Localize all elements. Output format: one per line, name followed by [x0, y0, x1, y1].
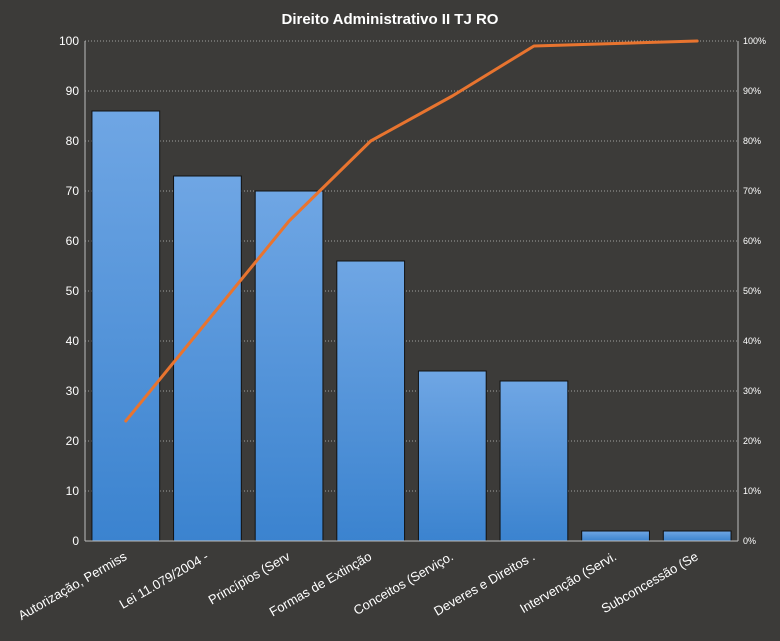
y2-tick-label: 40% — [743, 336, 761, 346]
cumulative-percent-line — [124, 39, 699, 423]
y-tick-label: 20 — [66, 434, 80, 448]
y-tick-label: 90 — [66, 84, 80, 98]
bar — [254, 190, 324, 542]
y2-tick-label: 10% — [743, 486, 761, 496]
x-tick-label: Autorização, Permiss — [15, 548, 129, 623]
bar — [417, 370, 487, 542]
y2-tick-label: 50% — [743, 286, 761, 296]
y2-tick-label: 20% — [743, 436, 761, 446]
y-tick-label: 40 — [66, 334, 80, 348]
y2-tick-label: 70% — [743, 186, 761, 196]
bar — [173, 175, 242, 542]
y-tick-label: 70 — [66, 184, 80, 198]
bars — [91, 110, 732, 542]
cumulative-line — [124, 39, 699, 423]
bar — [581, 530, 650, 542]
bar — [499, 380, 569, 542]
chart-title: Direito Administrativo II TJ RO — [282, 11, 499, 28]
bar — [91, 110, 161, 542]
bar — [662, 530, 732, 542]
y-tick-label: 30 — [66, 384, 80, 398]
y2-tick-label: 30% — [743, 386, 761, 396]
y-tick-label: 80 — [66, 134, 80, 148]
x-tick-label: Lei 11.079/2004 - — [117, 549, 211, 612]
y2-tick-label: 0% — [743, 536, 756, 546]
bar — [336, 260, 406, 542]
y2-tick-label: 100% — [743, 36, 766, 46]
y-tick-label: 60 — [66, 234, 80, 248]
y2-tick-label: 80% — [743, 136, 761, 146]
y-tick-label: 100 — [59, 34, 79, 48]
y2-tick-label: 90% — [743, 86, 761, 96]
y-tick-label: 0 — [72, 534, 79, 548]
y2-tick-label: 60% — [743, 236, 761, 246]
y-tick-label: 50 — [66, 284, 80, 298]
y-tick-label: 10 — [66, 484, 80, 498]
